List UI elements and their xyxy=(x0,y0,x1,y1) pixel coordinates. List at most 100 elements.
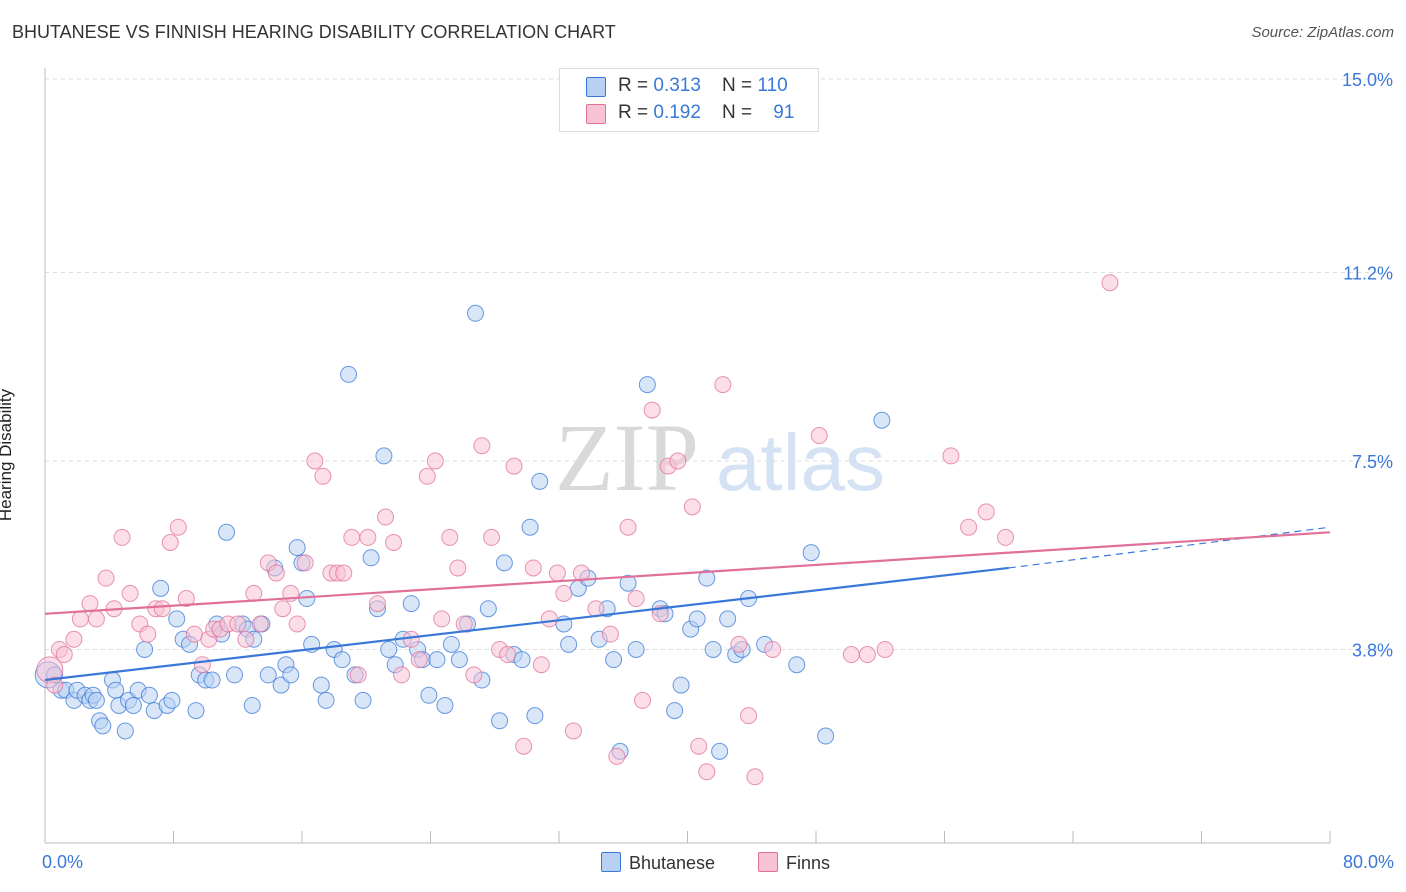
data-point xyxy=(688,610,706,628)
data-point xyxy=(187,702,205,720)
data-point xyxy=(410,651,428,669)
data-point xyxy=(229,615,247,633)
data-point xyxy=(354,691,372,709)
data-point xyxy=(524,559,542,577)
data-point xyxy=(46,676,64,694)
data-point xyxy=(317,691,335,709)
data-point xyxy=(449,559,467,577)
data-point xyxy=(136,640,154,658)
data-point xyxy=(605,651,623,669)
data-point xyxy=(690,737,708,755)
data-point xyxy=(858,646,876,664)
data-point xyxy=(152,579,170,597)
data-point xyxy=(698,569,716,587)
data-point xyxy=(788,656,806,674)
data-point xyxy=(817,727,835,745)
data-point xyxy=(380,640,398,658)
data-point xyxy=(683,498,701,516)
data-point xyxy=(377,508,395,526)
bottom-legend-label: Bhutanese xyxy=(629,853,716,873)
data-point xyxy=(116,722,134,740)
data-point xyxy=(495,554,513,572)
data-point xyxy=(740,707,758,725)
legend-r-value: 0.313 xyxy=(653,75,701,96)
data-point xyxy=(140,686,158,704)
data-point xyxy=(426,452,444,470)
data-point xyxy=(526,707,544,725)
data-point xyxy=(185,625,203,643)
data-point xyxy=(87,610,105,628)
y-tick-label: 11.2% xyxy=(1343,264,1393,284)
data-point xyxy=(515,737,533,755)
data-point xyxy=(259,666,277,684)
data-point xyxy=(672,676,690,694)
data-point xyxy=(368,595,386,613)
data-point xyxy=(335,564,353,582)
data-point xyxy=(237,630,255,648)
data-point xyxy=(548,564,566,582)
data-point xyxy=(393,666,411,684)
trend-lines xyxy=(44,526,1331,682)
data-point xyxy=(479,600,497,618)
data-point xyxy=(245,584,263,602)
data-point xyxy=(243,696,261,714)
data-point xyxy=(960,518,978,536)
bottom-swatch-pink xyxy=(758,852,778,872)
data-point xyxy=(564,722,582,740)
stats-legend: R = 0.313 N = 110 R = 0.192 N = 91 xyxy=(559,68,819,132)
data-point xyxy=(997,528,1015,546)
x-tick-min: 0.0% xyxy=(42,852,84,872)
bottom-legend-label: Finns xyxy=(786,853,831,873)
data-point xyxy=(163,691,181,709)
data-point xyxy=(704,640,722,658)
data-point xyxy=(730,635,748,653)
bottom-swatch-blue xyxy=(601,852,621,872)
data-point xyxy=(433,610,451,628)
data-point xyxy=(333,651,351,669)
data-point xyxy=(842,646,860,664)
data-point xyxy=(608,747,626,765)
data-point xyxy=(634,691,652,709)
data-point xyxy=(97,569,115,587)
data-point xyxy=(375,447,393,465)
legend-swatch-pink xyxy=(586,104,606,124)
data-point xyxy=(87,691,105,709)
data-point xyxy=(71,610,89,628)
data-point xyxy=(714,376,732,394)
data-point xyxy=(161,533,179,551)
data-point xyxy=(81,595,99,613)
data-point xyxy=(441,528,459,546)
legend-n-value: 110 xyxy=(757,75,788,96)
data-point xyxy=(513,651,531,669)
data-point xyxy=(168,610,186,628)
series-bhutanese xyxy=(34,304,891,760)
data-point xyxy=(555,584,573,602)
data-point xyxy=(942,447,960,465)
data-point xyxy=(402,630,420,648)
data-point xyxy=(532,656,550,674)
data-point xyxy=(288,615,306,633)
data-point xyxy=(810,427,828,445)
data-point xyxy=(65,630,83,648)
legend-r-label: R = xyxy=(618,75,654,96)
data-point xyxy=(267,564,285,582)
data-point xyxy=(802,544,820,562)
data-point xyxy=(153,600,171,618)
data-point xyxy=(312,676,330,694)
grid-lines xyxy=(45,78,1380,650)
data-point xyxy=(55,646,73,664)
legend-n-value: 91 xyxy=(773,102,795,123)
data-point xyxy=(719,610,737,628)
data-point xyxy=(540,610,558,628)
data-point xyxy=(442,635,460,653)
chart-title: BHUTANESE VS FINNISH HEARING DISABILITY … xyxy=(12,22,616,42)
data-point xyxy=(711,742,729,760)
data-point xyxy=(193,656,211,674)
data-point xyxy=(531,472,549,490)
data-point xyxy=(169,518,187,536)
data-point xyxy=(107,681,125,699)
legend-n-label: N = xyxy=(722,102,758,123)
data-point xyxy=(226,666,244,684)
data-point xyxy=(560,635,578,653)
